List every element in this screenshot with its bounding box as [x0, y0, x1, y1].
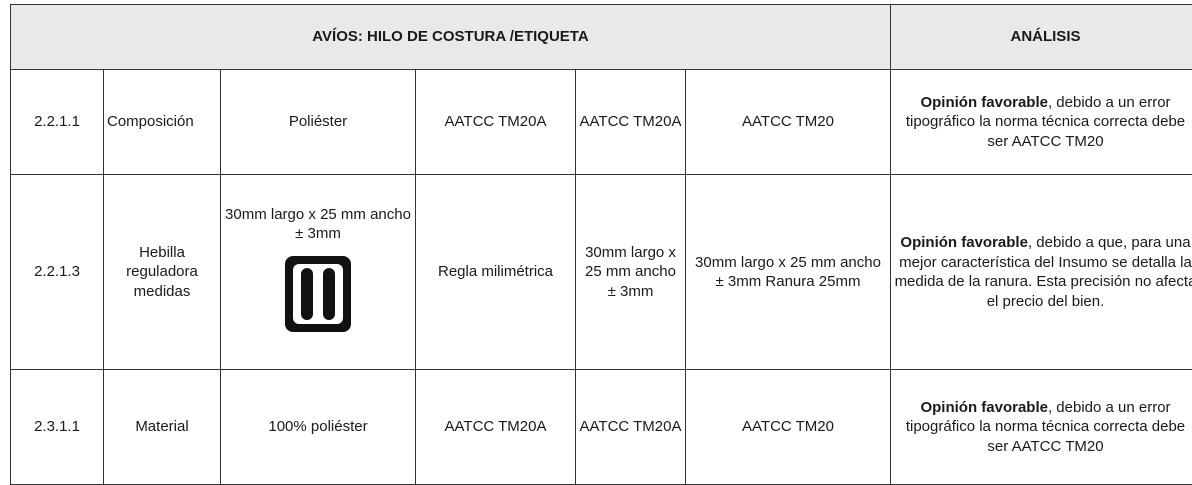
buckle-icon: [283, 254, 353, 334]
method-offered: AATCC TM20A: [576, 370, 686, 485]
method: AATCC TM20A: [416, 370, 576, 485]
spec-offered: 30mm largo x 25 mm ancho ± 3mm Ranura 25…: [686, 175, 891, 370]
item: Hebilla reguladora medidas: [104, 175, 221, 370]
analysis-bold: Opinión favorable: [900, 234, 1028, 251]
spec: 30mm largo x 25 mm ancho ± 3mm: [221, 175, 416, 370]
item: Material: [104, 370, 221, 485]
row: 2.2.1.3 Hebilla reguladora medidas 30mm …: [11, 175, 1192, 370]
analysis: Opinión favorable, debido a un error tip…: [891, 370, 1192, 485]
spec-offered: AATCC TM20: [686, 70, 891, 175]
row: 2.3.1.1 Material 100% poliéster AATCC TM…: [11, 370, 1192, 485]
method-offered: AATCC TM20A: [576, 70, 686, 175]
spec: 100% poliéster: [221, 370, 416, 485]
code: 2.2.1.3: [11, 175, 104, 370]
header-analysis: ANÁLISIS: [891, 5, 1192, 70]
analysis-bold: Opinión favorable: [920, 399, 1048, 416]
code: 2.2.1.1: [11, 70, 104, 175]
spec-text: 30mm largo x 25 mm ancho ± 3mm: [224, 205, 412, 244]
header-row: AVÍOS: HILO DE COSTURA /ETIQUETA ANÁLISI…: [11, 5, 1192, 70]
row: 2.2.1.1 Composición Poliéster AATCC TM20…: [11, 70, 1192, 175]
analysis: Opinión favorable, debido a que, para un…: [891, 175, 1192, 370]
header-title: AVÍOS: HILO DE COSTURA /ETIQUETA: [11, 5, 891, 70]
spec-offered: AATCC TM20: [686, 370, 891, 485]
method-offered: 30mm largo x 25 mm ancho ± 3mm: [576, 175, 686, 370]
code: 2.3.1.1: [11, 370, 104, 485]
method: AATCC TM20A: [416, 70, 576, 175]
method: Regla milimétrica: [416, 175, 576, 370]
spec-table: AVÍOS: HILO DE COSTURA /ETIQUETA ANÁLISI…: [10, 4, 1192, 485]
item: Composición: [104, 70, 221, 175]
analysis: Opinión favorable, debido a un error tip…: [891, 70, 1192, 175]
analysis-bold: Opinión favorable: [920, 94, 1048, 111]
spec: Poliéster: [221, 70, 416, 175]
